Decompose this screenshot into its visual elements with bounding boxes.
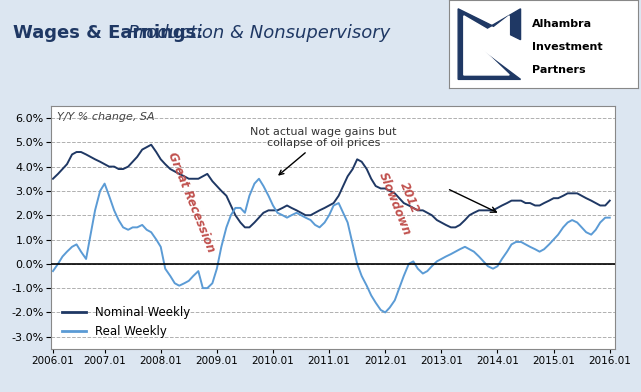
Text: Great Recession: Great Recession: [165, 150, 218, 254]
Polygon shape: [458, 9, 520, 79]
Real Weekly: [442, 254, 450, 259]
Text: Production & Nonsupervisory: Production & Nonsupervisory: [128, 24, 390, 42]
Nominal Weekly: [203, 172, 211, 176]
Real Weekly: [363, 283, 370, 288]
Line: Real Weekly: Real Weekly: [53, 179, 610, 312]
Real Weekly: [606, 215, 613, 220]
Real Weekly: [49, 269, 57, 274]
Real Weekly: [199, 286, 206, 290]
Real Weekly: [381, 310, 389, 315]
Text: Wages & Earnings:: Wages & Earnings:: [13, 24, 210, 42]
Text: Partners: Partners: [532, 65, 585, 75]
Nominal Weekly: [442, 223, 450, 227]
Text: Not actual wage gains but
collapse of oil prices: Not actual wage gains but collapse of oi…: [250, 127, 397, 175]
Line: Nominal Weekly: Nominal Weekly: [53, 145, 610, 227]
Polygon shape: [464, 16, 509, 75]
Nominal Weekly: [241, 225, 249, 230]
Nominal Weekly: [498, 203, 506, 208]
Nominal Weekly: [49, 176, 57, 181]
Text: Y/Y % change, SA: Y/Y % change, SA: [57, 112, 154, 122]
Real Weekly: [596, 220, 604, 225]
Real Weekly: [167, 274, 174, 278]
Text: 2012
Slowdown: 2012 Slowdown: [376, 164, 428, 237]
Nominal Weekly: [171, 169, 179, 174]
Nominal Weekly: [367, 176, 375, 181]
Real Weekly: [498, 257, 506, 261]
Legend: Nominal Weekly, Real Weekly: Nominal Weekly, Real Weekly: [57, 301, 195, 343]
Nominal Weekly: [147, 142, 155, 147]
Nominal Weekly: [596, 203, 604, 208]
Real Weekly: [255, 176, 263, 181]
Nominal Weekly: [606, 198, 613, 203]
Text: Alhambra: Alhambra: [532, 20, 592, 29]
Text: Investment: Investment: [532, 42, 603, 53]
